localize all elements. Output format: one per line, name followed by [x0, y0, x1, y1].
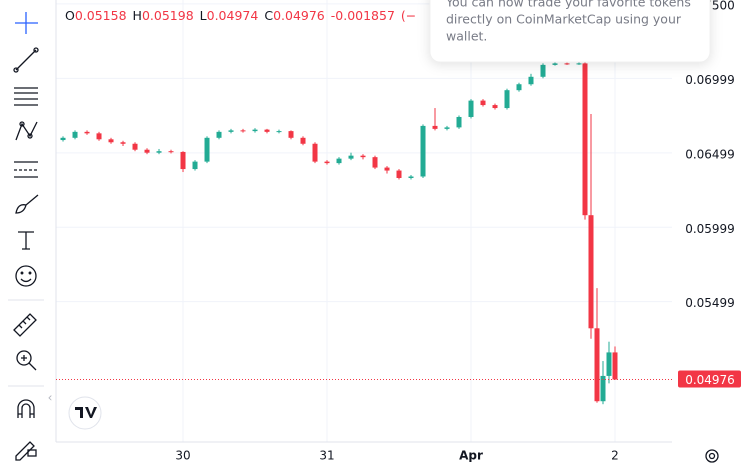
x-tick-label: Apr — [459, 449, 483, 463]
ohlc-label: H — [133, 8, 142, 23]
candle-body — [384, 167, 390, 171]
lock-draw-tool[interactable] — [15, 441, 37, 461]
popup-text: wallet. — [446, 29, 487, 44]
candle-body — [324, 161, 330, 164]
candle-body — [168, 151, 174, 153]
y-tick-label: 0.06499 — [685, 147, 735, 161]
last-price-label: 0.04976 — [685, 373, 735, 387]
candle-body — [84, 131, 90, 134]
candle-body — [72, 131, 78, 138]
ohlc-value: 0.05198 — [142, 8, 194, 23]
candle-body — [552, 63, 558, 65]
candle-body — [300, 137, 306, 144]
y-tick-label: 0.06999 — [685, 73, 735, 87]
candle-body — [612, 352, 618, 380]
candle-body — [120, 142, 126, 144]
candle-body — [204, 137, 210, 162]
popup: You can now trade your favorite tokens d… — [429, 0, 711, 63]
magnet-tool[interactable] — [17, 399, 35, 418]
candle-body — [582, 63, 588, 216]
measure-tool[interactable] — [13, 313, 37, 337]
brush-tool[interactable] — [15, 194, 39, 214]
candle-body — [156, 151, 162, 153]
x-tick-label: 2 — [611, 449, 619, 463]
candle-body — [606, 352, 612, 376]
candle-body — [408, 176, 414, 178]
candle-body — [276, 131, 282, 133]
candle-body — [588, 215, 594, 329]
ohlc-value: 0.05158 — [75, 8, 127, 23]
candle-body — [396, 170, 402, 178]
candle-body — [492, 105, 498, 109]
trendline-tool[interactable] — [13, 47, 39, 73]
candle-body — [252, 129, 258, 132]
candle-body — [372, 157, 378, 168]
candle-body — [264, 129, 270, 132]
ohlc-legend: O0.05158 H0.05198 L0.04974 C0.04976 -0.00185… — [65, 8, 416, 23]
candle-body — [600, 375, 606, 402]
y-tick-label: 0.05999 — [685, 222, 735, 236]
x-tick-label: 30 — [175, 449, 190, 463]
candle-body — [180, 151, 186, 170]
ohlc-value: 0.04976 — [273, 8, 325, 23]
candle-body — [444, 127, 450, 129]
zoom-tool[interactable] — [16, 350, 37, 371]
fib-tool[interactable] — [14, 87, 38, 106]
prediction-tool[interactable] — [14, 161, 38, 178]
collapse-arrow[interactable]: ‹ — [48, 391, 53, 405]
candle-body — [540, 64, 546, 77]
candle-body — [504, 90, 510, 109]
x-tick-label: 31 — [319, 449, 334, 463]
candle-body — [432, 125, 438, 129]
candle-body — [132, 143, 138, 150]
crosshair-tool[interactable] — [15, 12, 38, 34]
candle-body — [564, 63, 570, 65]
candle-body — [228, 130, 234, 132]
candle-body — [336, 158, 342, 164]
last-price-box — [678, 370, 741, 388]
settings-button[interactable] — [705, 449, 719, 463]
candle-body — [576, 63, 582, 65]
candle-body — [216, 131, 222, 138]
candle-body — [348, 155, 354, 159]
ohlc-value: 0.04974 — [207, 8, 259, 23]
candle-body — [108, 139, 114, 143]
candle-body — [192, 161, 198, 170]
candle-body — [420, 125, 426, 177]
candle-body — [96, 133, 102, 140]
ohlc-label: O — [65, 8, 75, 23]
ohlc-change: -0.001857 — [331, 8, 395, 23]
toolbar — [8, 12, 44, 461]
candle-body — [516, 84, 522, 91]
candle-body — [594, 328, 600, 402]
tv-logo-button[interactable] — [68, 396, 102, 430]
candle-body — [312, 143, 318, 162]
emoji-tool[interactable] — [15, 265, 37, 287]
ohlc-label: C — [264, 8, 273, 23]
candle-body — [456, 116, 462, 128]
y-tick-label: 0.05499 — [685, 296, 735, 310]
ohlc-text: O0.05158 H0.05198 L0.04974 C0.04976 -0.00185… — [65, 8, 416, 23]
candle-body — [60, 137, 66, 141]
candle-body — [360, 155, 366, 158]
popup-text: directly on CoinMarketCap using your — [446, 12, 682, 27]
candle-body — [468, 100, 474, 117]
candle-body — [528, 76, 534, 85]
candle-body — [480, 100, 486, 106]
candle-body — [288, 131, 294, 138]
ohlc-change: (− — [401, 8, 416, 23]
popup-text: You can now trade your favorite tokens — [445, 0, 691, 10]
candle-body — [144, 149, 150, 153]
text-tool[interactable] — [18, 231, 34, 250]
candle-body — [240, 130, 246, 132]
pattern-tool[interactable] — [15, 121, 38, 141]
ohlc-label: L — [200, 8, 207, 23]
